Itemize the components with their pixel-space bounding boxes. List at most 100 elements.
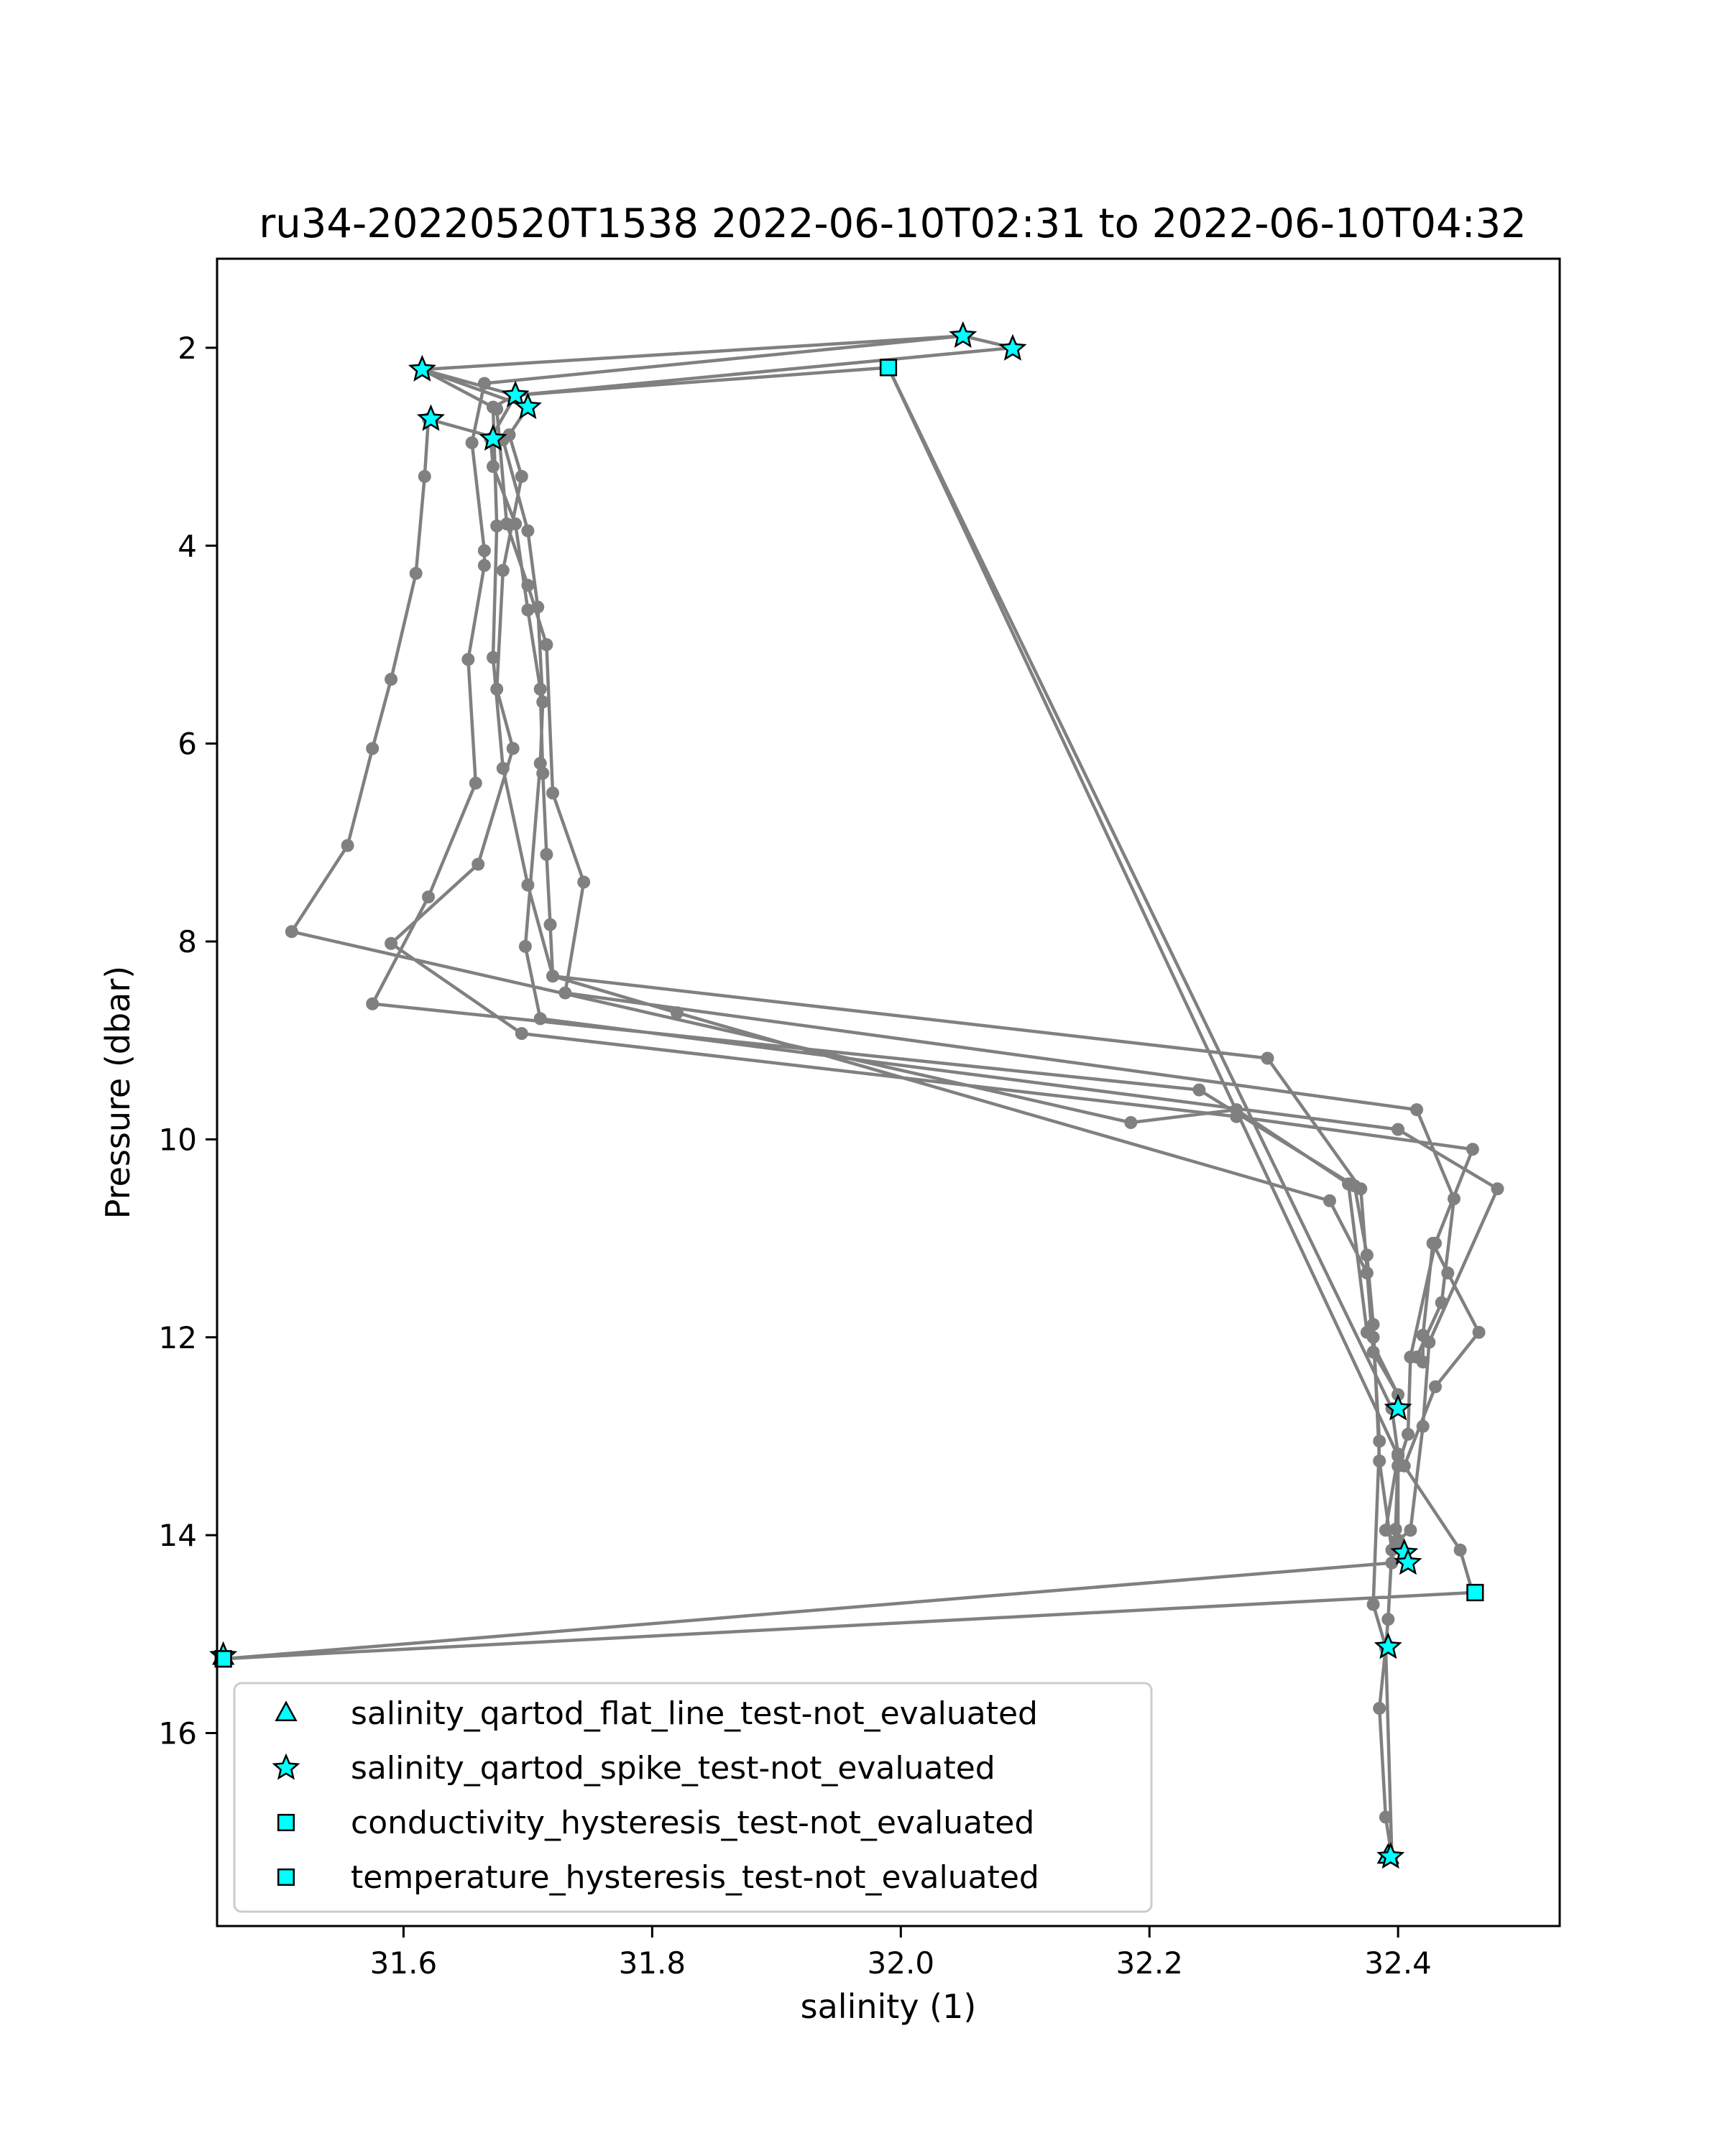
profile-point [465, 436, 479, 450]
hysteresis-marker [1466, 1583, 1484, 1602]
profile-point [496, 563, 510, 577]
y-tick-label: 16 [159, 1716, 197, 1751]
profile-point [533, 757, 547, 770]
profile-point [1192, 1083, 1206, 1097]
legend-marker-star [272, 1753, 300, 1780]
profile-point [577, 875, 591, 889]
y-tick-label: 4 [178, 528, 197, 563]
profile-point [490, 402, 504, 416]
profile-point [1379, 1810, 1392, 1824]
x-tick-label: 31.8 [619, 1945, 686, 1981]
profile-point [1448, 1192, 1460, 1205]
profile-point [546, 786, 559, 800]
profile-point [1385, 1556, 1399, 1570]
profile-point [477, 558, 491, 572]
spike-marker [416, 404, 446, 431]
profile-point [1402, 1427, 1414, 1441]
spike-marker [479, 424, 507, 451]
profile-point [490, 519, 504, 533]
profile-point [1389, 1522, 1402, 1536]
legend-box [233, 1682, 1153, 1913]
profile-point [1373, 1702, 1386, 1715]
chart-title: ru34-20220520T1538 2022-06-10T02:31 to 2… [259, 201, 1526, 247]
legend: salinity_qartod_flat_line_test-not_evalu… [233, 1682, 1153, 1913]
profile-point [558, 986, 572, 1000]
profile-point [1385, 1543, 1399, 1557]
spike-marker [1376, 1842, 1405, 1869]
legend-marker-triangle [275, 1700, 298, 1721]
spike-marker [1394, 1548, 1422, 1575]
profile-point [1435, 1296, 1448, 1309]
profile-line [221, 334, 1499, 1858]
profile-point [531, 600, 545, 614]
y-tick-label: 14 [159, 1518, 197, 1553]
profile-point [1404, 1524, 1417, 1537]
profile-point [477, 377, 491, 390]
profile-point [1404, 1350, 1417, 1364]
profile-point [540, 638, 553, 651]
profile-point [533, 682, 547, 696]
profile-point [1261, 1051, 1274, 1065]
x-tick-label: 32.4 [1364, 1945, 1432, 1981]
profile-point [1410, 1103, 1424, 1117]
legend-label: temperature_hysteresis_test-not_evaluate… [351, 1859, 1039, 1896]
legend-marker-square [277, 1813, 295, 1832]
profile-point [366, 742, 380, 755]
y-tick-label: 2 [178, 331, 197, 366]
plot-area [209, 321, 1504, 1869]
spike-marker [408, 354, 436, 382]
legend-label: salinity_qartod_spike_test-not_evaluated [351, 1750, 995, 1787]
profile-point [521, 524, 535, 538]
hysteresis-marker [879, 359, 898, 377]
profile-point [1360, 1248, 1374, 1262]
profile-point [409, 566, 423, 580]
profile-point [461, 653, 475, 666]
profile-point [341, 839, 354, 852]
legend-marker-square [277, 1868, 295, 1886]
x-tick-label: 31.6 [370, 1945, 438, 1981]
profile-point [671, 1006, 684, 1020]
profile-point [536, 767, 550, 780]
profile-point [1354, 1182, 1368, 1196]
profile-point [1323, 1194, 1336, 1207]
profile-point [472, 857, 485, 871]
hysteresis-marker [214, 1650, 232, 1668]
profile-point [518, 939, 532, 953]
profile-point [1379, 1524, 1392, 1537]
x-axis-ticks: 31.6 31.8 32.0 32.2 32.4 [370, 1926, 1432, 1981]
profile-point [469, 776, 482, 790]
profile-point [1466, 1143, 1479, 1156]
spike-marker [1374, 1632, 1402, 1659]
profile-point [521, 878, 535, 892]
profile-point [1453, 1543, 1467, 1557]
profile-point [509, 517, 523, 530]
profile-point [418, 469, 431, 483]
y-tick-label: 12 [159, 1320, 197, 1355]
spike-marker [998, 333, 1027, 361]
profile-point [506, 742, 520, 755]
profile-point [496, 762, 510, 775]
profile-point [1416, 1419, 1430, 1433]
profile-point [1360, 1325, 1374, 1339]
profile-point [477, 544, 491, 558]
profile-point [1472, 1325, 1486, 1339]
profile-point [1230, 1103, 1243, 1117]
profile-point [521, 579, 535, 592]
profile-point [1422, 1335, 1436, 1349]
spike-marker [501, 380, 530, 407]
profile-point [487, 460, 500, 474]
profile-point [285, 925, 298, 939]
x-tick-label: 32.2 [1116, 1945, 1183, 1981]
profile-point [1429, 1237, 1442, 1250]
profile-point [366, 997, 380, 1010]
profile-point [490, 682, 504, 696]
profile-point [1366, 1598, 1380, 1611]
profile-point [1366, 1345, 1380, 1359]
profile-point [1373, 1454, 1386, 1468]
profile-point [546, 969, 559, 983]
profile-point [385, 936, 398, 950]
profile-point [521, 603, 535, 617]
y-tick-label: 6 [178, 727, 197, 762]
x-axis-label: salinity (1) [801, 1987, 977, 2026]
spike-marker [513, 392, 542, 420]
